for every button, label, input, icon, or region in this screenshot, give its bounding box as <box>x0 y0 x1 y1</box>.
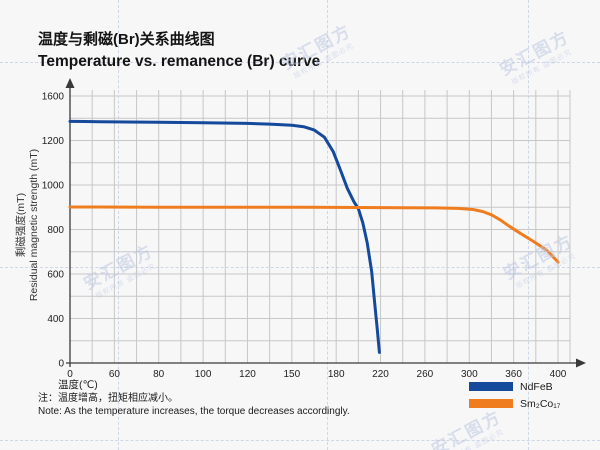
guide-line-vertical <box>528 0 529 450</box>
legend-label-sm2co17: Sm₂Co₁₇ <box>520 397 561 410</box>
y-axis-title: 剩磁强度(mT) Residual magnetic strength (mT) <box>15 75 41 375</box>
y-tick-label: 400 <box>47 314 64 325</box>
x-tick-label: 120 <box>239 369 256 380</box>
curve-ndfeb <box>68 119 381 354</box>
y-tick-label: 1600 <box>42 92 65 103</box>
y-tick-label: 0 <box>58 359 64 370</box>
chart-title-zh: 温度与剩磁(Br)关系曲线图 <box>38 31 215 48</box>
guide-line-vertical <box>118 0 119 450</box>
guide-line-horizontal <box>0 267 600 268</box>
legend-label-ndfeb: NdFeB <box>520 380 553 393</box>
x-axis-title: 温度(℃) <box>58 379 98 391</box>
chart-header: 温度与剩磁(Br)关系曲线图 Temperature vs. remanence… <box>38 29 320 72</box>
y-tick-label: 800 <box>47 225 64 236</box>
legend-swatch-sm2co17 <box>469 399 513 408</box>
x-tick-label: 150 <box>283 369 300 380</box>
guide-line-horizontal <box>0 440 600 441</box>
y-tick-label: 1200 <box>42 136 65 147</box>
x-tick-label: 360 <box>505 369 522 380</box>
x-tick-label: 80 <box>153 369 165 380</box>
chart-title-en: Temperature vs. remanence (Br) curve <box>38 53 321 70</box>
x-tick-label: 100 <box>195 369 212 380</box>
legend-item-sm2co17: Sm₂Co₁₇ <box>469 396 560 411</box>
x-tick-label: 60 <box>109 369 121 380</box>
curve-sm2co17 <box>68 205 560 264</box>
x-tick-label: 0 <box>67 369 73 380</box>
legend: NdFeB Sm₂Co₁₇ <box>469 379 560 413</box>
y-tick-label: 1000 <box>42 181 65 192</box>
footnote: 注：温度增高，扭矩相应减小。 Note: As the temperature … <box>38 393 350 418</box>
x-tick-label: 300 <box>461 369 478 380</box>
legend-item-ndfeb: NdFeB <box>469 379 560 394</box>
guide-line-vertical <box>327 0 328 450</box>
y-tick-label: 600 <box>47 270 64 281</box>
legend-swatch-ndfeb <box>469 382 513 391</box>
x-tick-label: 400 <box>550 369 567 380</box>
guide-line-horizontal <box>0 62 600 63</box>
x-tick-label: 260 <box>417 369 434 380</box>
x-tick-label: 220 <box>372 369 389 380</box>
x-axis-arrow-icon <box>576 358 586 368</box>
y-axis-title-en: Residual magnetic strength (mT) <box>28 148 40 302</box>
footnote-en: Note: As the temperature increases, the … <box>38 405 350 417</box>
x-tick-label: 180 <box>328 369 345 380</box>
footnote-zh: 注：温度增高，扭矩相应减小。 <box>38 393 178 404</box>
y-axis-arrow-icon <box>65 78 75 88</box>
y-axis-title-zh: 剩磁强度(mT) <box>15 192 27 258</box>
